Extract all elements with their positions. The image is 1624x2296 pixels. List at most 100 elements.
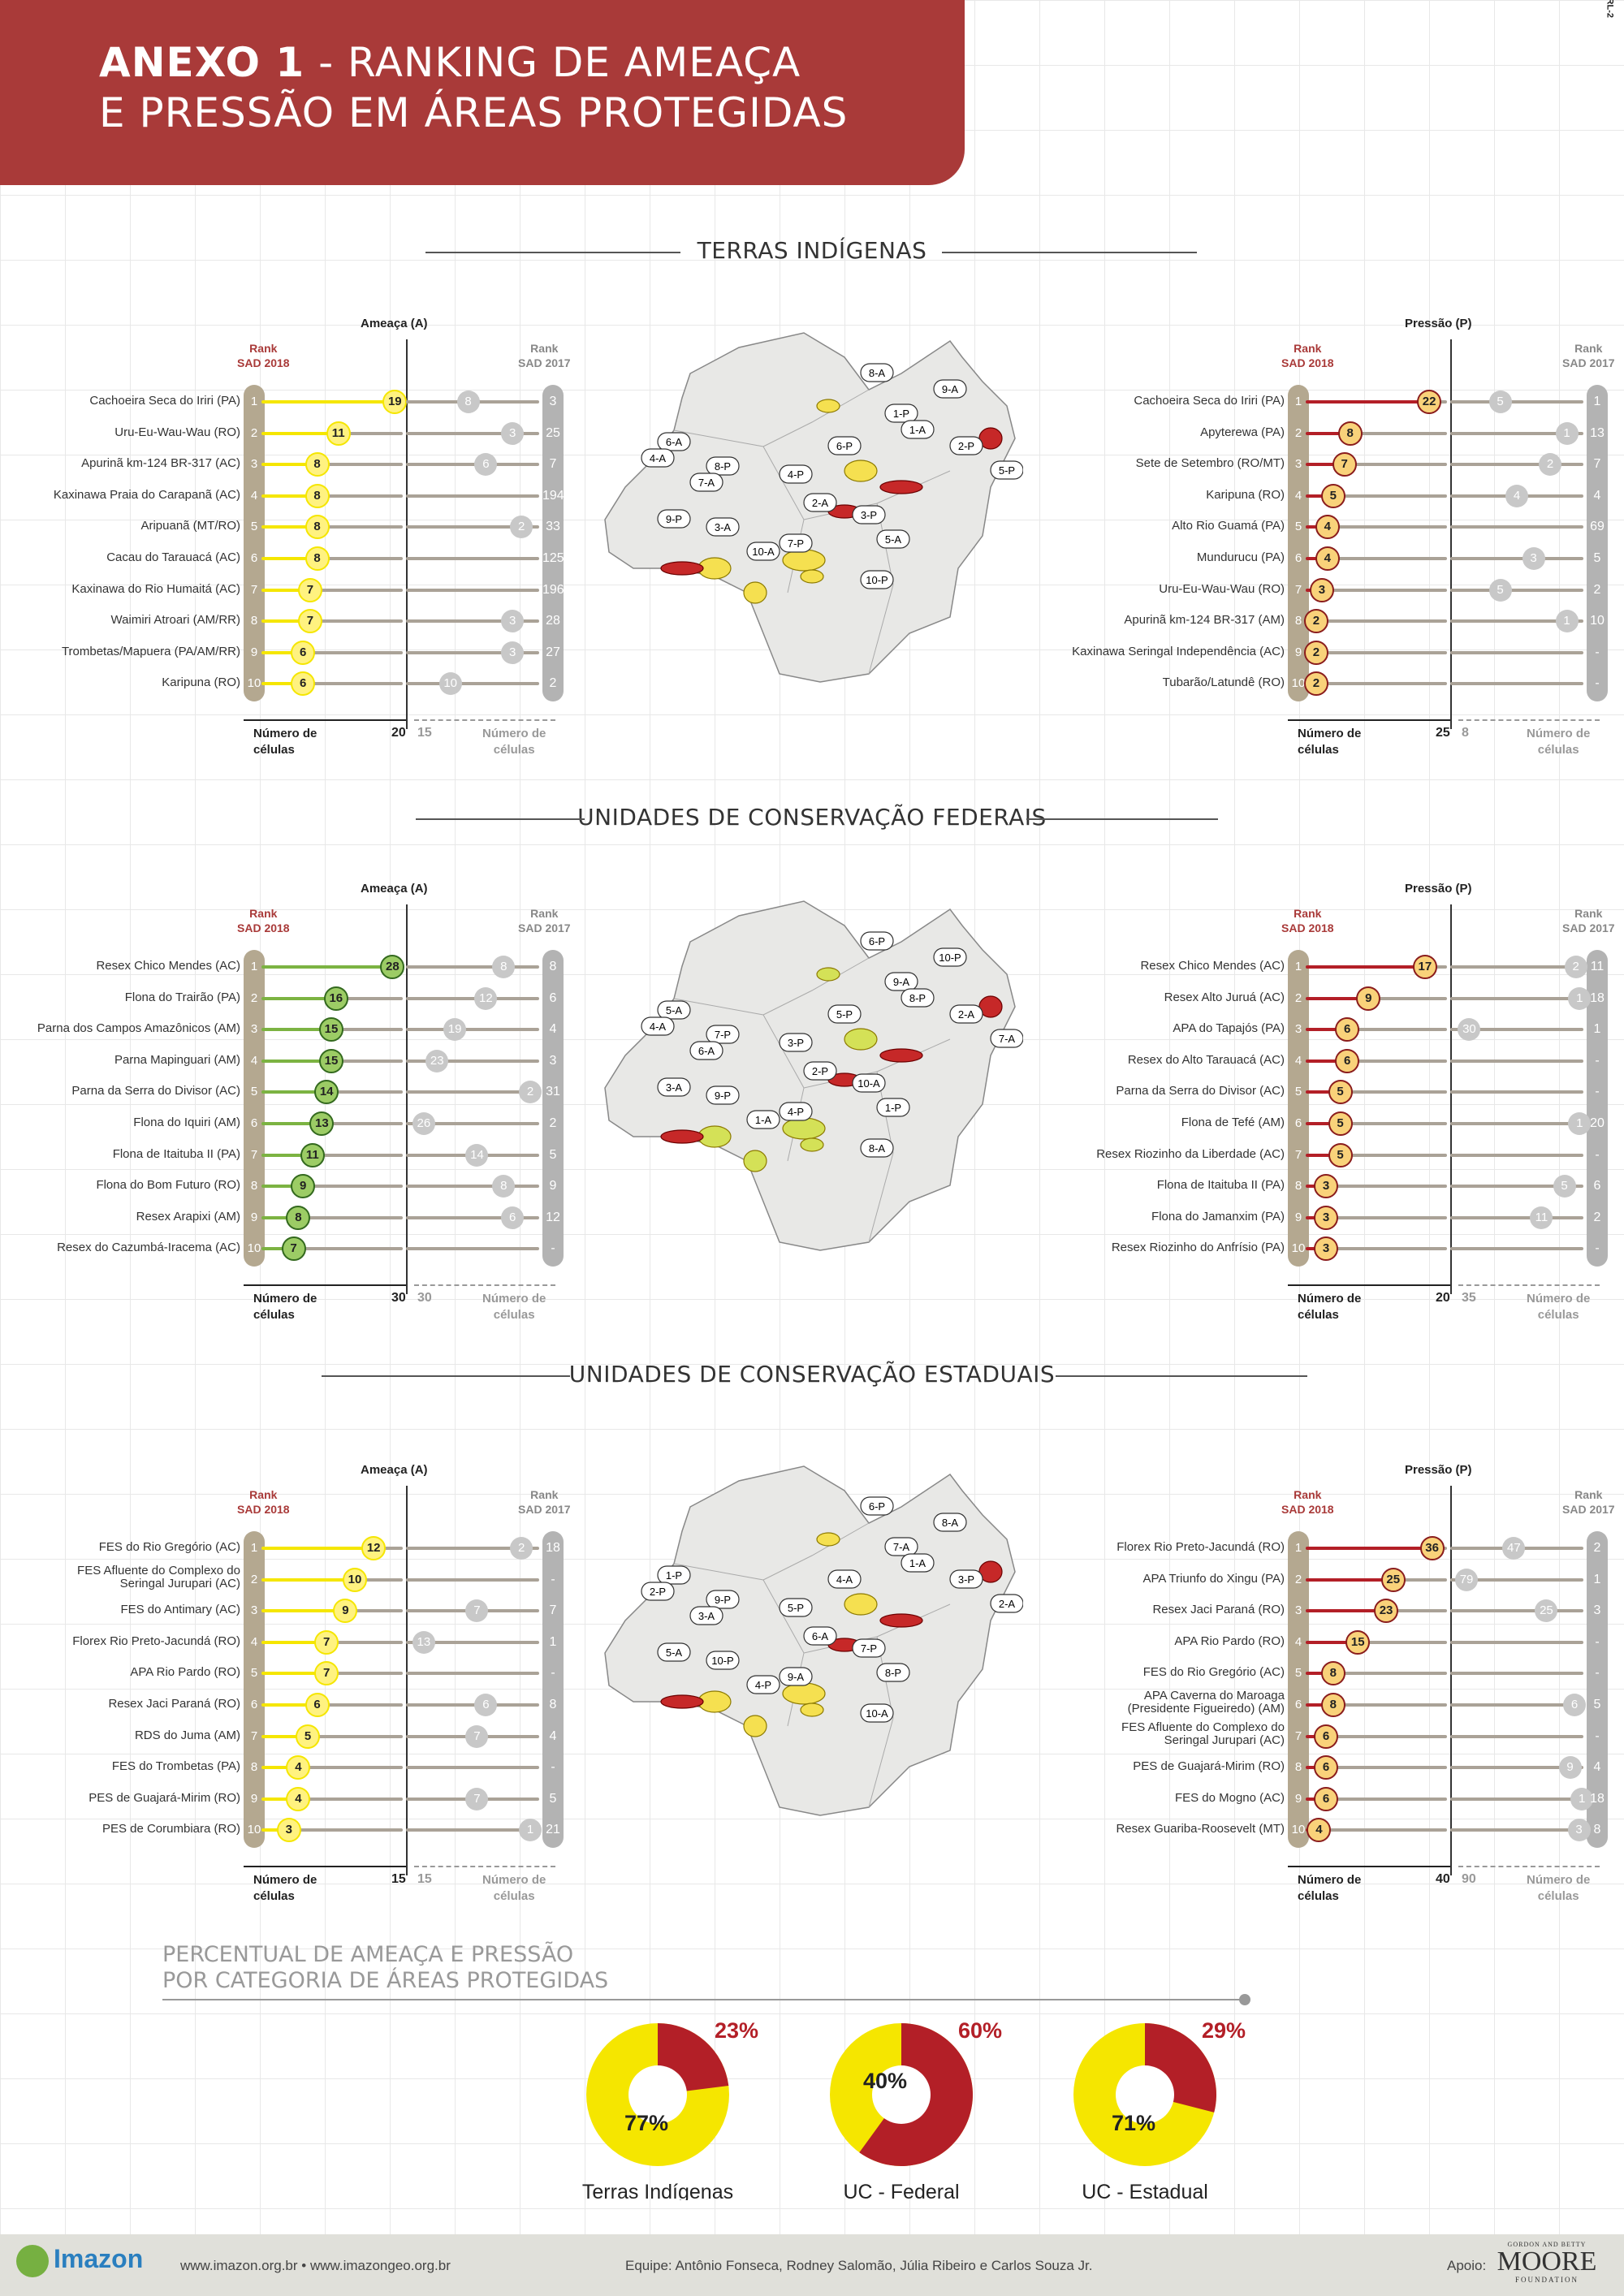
threat-bar (261, 1247, 295, 1251)
rank-2018-number: 6 (250, 1116, 258, 1130)
pressure-value: 23 (1374, 1599, 1399, 1624)
rank-2018-number: 1 (250, 1541, 258, 1555)
prev-bar (1450, 1640, 1583, 1644)
section-title: UNIDADES DE CONSERVAÇÃO ESTADUAIS (568, 1361, 1056, 1388)
area-name: FES do Rio Gregório (AC) (1142, 1665, 1285, 1680)
prev-bar (406, 619, 539, 624)
area-name: FES do Rio Gregório (AC) (98, 1540, 240, 1554)
rank-2017-column (1587, 385, 1608, 701)
pressure-heading: Pressão (P) (1405, 882, 1472, 896)
prev-value: 1 (1568, 1112, 1592, 1135)
map-tag: 10-A (852, 1073, 886, 1093)
baseline-bar (1369, 996, 1447, 1000)
area-name: Karipuna (RO) (162, 675, 240, 690)
map-tag: 4-P (779, 1102, 813, 1121)
baseline-bar (1328, 525, 1447, 529)
donut-hole (628, 2065, 687, 2124)
rank-2018-number: 6 (1294, 1116, 1302, 1130)
protected-area-shape (879, 480, 923, 494)
axis-2017-label: Número de células (1527, 1292, 1591, 1322)
axis-2017-max: 90 (1462, 1872, 1476, 1886)
prev-bar (1450, 588, 1583, 592)
area-name: FES Afluente do Complexo do Seringal Jur… (77, 1563, 240, 1590)
threat-value: 8 (304, 546, 330, 571)
svg-text:6-A: 6-A (812, 1630, 829, 1642)
rank-2017-number: 4 (549, 1022, 557, 1037)
baseline-bar (1327, 1215, 1447, 1219)
threat-bar (261, 463, 318, 467)
area-name: APA Rio Pardo (RO) (130, 1665, 240, 1680)
svg-text:9-P: 9-P (715, 1090, 731, 1102)
baseline-bar (1316, 650, 1447, 654)
area-name: Apurinã km-124 BR-317 (AM) (1124, 613, 1285, 628)
footer-urls[interactable]: www.imazon.org.br • www.imazongeo.org.br (180, 2258, 451, 2273)
baseline-bar (289, 1828, 403, 1832)
area-name: Resex Jaci Paraná (RO) (108, 1697, 240, 1711)
threat-bar (261, 1090, 328, 1094)
moore-foundation-logo: GORDON AND BETTY MOORE FOUNDATION (1497, 2241, 1597, 2284)
baseline-bar (304, 1185, 403, 1189)
pressure-bar (1306, 965, 1426, 969)
threat-value: 8 (304, 515, 330, 540)
threat-panel: Ameaça (A) Rank SAD 2018 Rank SAD 2017 FES do… (16, 1463, 731, 1918)
ameaca-percent: 77% (624, 2111, 668, 2135)
rank-2018-number: 3 (1294, 1022, 1302, 1037)
baseline-bar (339, 431, 403, 435)
area-name: Resex Arapixi (AM) (136, 1209, 240, 1224)
prev-value: 8 (456, 391, 480, 413)
pressure-value: 3 (1314, 1236, 1339, 1262)
area-name: Kaxinawa Seringal Independência (AC) (1072, 644, 1285, 658)
rank-2018-number: 2 (250, 990, 258, 1005)
axis-2017 (414, 1284, 555, 1286)
rank-2017-number: 1 (1593, 1022, 1601, 1037)
pressure-bar (1306, 1153, 1341, 1157)
svg-text:7-A: 7-A (698, 477, 715, 489)
amazon-map: 6-P 10-P 9-A 8-P 7-A 2-A 5-P 5-A 4-A 7-P6-A 3-P 2-P… (604, 900, 1023, 1251)
rank-2017-number: 6 (549, 990, 557, 1005)
protected-area-shape (660, 561, 704, 576)
panel-divider (1450, 904, 1452, 1294)
rank-2018-number: 7 (250, 1147, 258, 1162)
rank-2017-number: 31 (546, 1085, 560, 1099)
rank-2017-number: - (1595, 676, 1600, 691)
area-name: Resex Chico Mendes (AC) (1140, 959, 1285, 973)
pressao-percent: 29% (1202, 2018, 1246, 2043)
threat-row: Flona de Itaituba II (PA) 7 11 14 5 (16, 1140, 731, 1171)
svg-text:2-P: 2-P (812, 1065, 828, 1077)
rank-2017-number: 5 (549, 1791, 557, 1806)
threat-value: 4 (286, 1786, 311, 1811)
threat-row: Resex Jaci Paraná (RO) 6 6 6 8 (16, 1690, 731, 1720)
area-name: Aripuanã (MT/RO) (140, 519, 240, 533)
threat-value: 11 (300, 1142, 325, 1167)
area-name: Resex do Alto Tarauacá (AC) (1127, 1052, 1285, 1067)
rank-2018-number: 8 (1294, 614, 1302, 628)
prev-bar (1450, 619, 1583, 624)
area-name: Trombetas/Mapuera (PA/AM/RR) (61, 644, 240, 658)
threat-row: Cacau do Tarauacá (AC) 6 8 125 (16, 543, 731, 574)
rank-2018-number: 2 (250, 425, 258, 440)
threat-value: 6 (291, 671, 316, 697)
axis-2018-label: Número de células (253, 1873, 317, 1903)
rank-2017-number: 12 (546, 1210, 560, 1224)
rank-2018-number: 8 (250, 1179, 258, 1193)
pressure-row: Resex Riozinho da Liberdade (AC) 7 5 - (1060, 1140, 1624, 1171)
axis-2018-label: Número de células (1298, 1873, 1362, 1903)
ameaca-percent: 71% (1112, 2111, 1155, 2135)
rank-2018-number: 5 (1294, 1666, 1302, 1681)
prev-bar (1450, 1028, 1583, 1032)
prev-value: 3 (501, 421, 525, 445)
donut-category-label: UC - Estadual (1082, 2181, 1208, 2200)
threat-row: Aripuanã (MT/RO) 5 8 2 33 (16, 511, 731, 542)
rank-2017-label: Rank SAD 2017 (1562, 342, 1615, 369)
rank-2017-number: 8 (1593, 1823, 1601, 1837)
area-name: PES de Guajará-Mirim (RO) (89, 1790, 240, 1805)
baseline-bar (1327, 1247, 1447, 1251)
axis-2017-max: 35 (1462, 1291, 1476, 1305)
threat-bar (261, 1153, 313, 1157)
imazon-logo[interactable]: Imazon (16, 2244, 143, 2277)
pressure-value: 25 (1380, 1567, 1406, 1592)
rank-2018-column (1288, 1531, 1309, 1848)
area-name: Resex Riozinho do Anfrísio (PA) (1111, 1241, 1285, 1255)
svg-text:1-A: 1-A (755, 1114, 772, 1126)
prev-bar (1450, 1185, 1583, 1189)
